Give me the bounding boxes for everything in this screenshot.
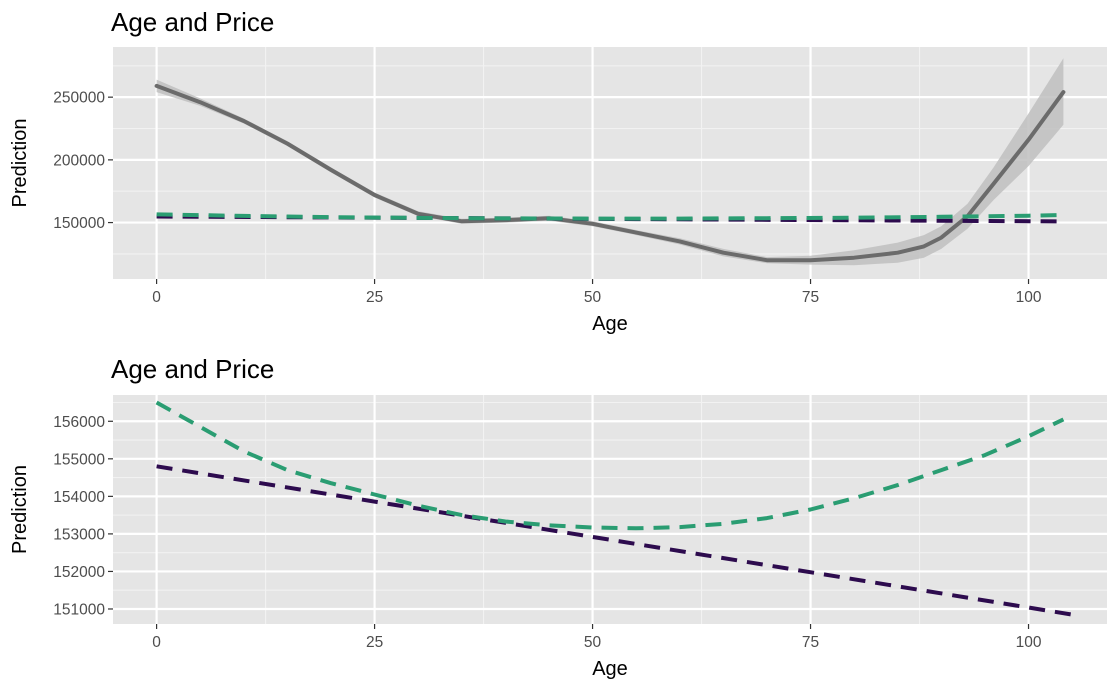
x-tick-label: 75: [802, 634, 819, 651]
y-tick-label: 154000: [53, 489, 105, 506]
y-axis-title-bottom: Prediction: [9, 465, 31, 554]
panel-top: Age and Price 0 25 50 75 100 150000 200000 2500…: [9, 7, 1107, 335]
y-tick-label: 155000: [53, 451, 105, 468]
y-tick-label: 156000: [53, 414, 105, 431]
plot-background-bottom: [113, 395, 1107, 624]
chart-title-bottom: Age and Price: [111, 354, 274, 384]
x-tick-label: 25: [366, 634, 383, 651]
plot-background-top: [113, 47, 1107, 279]
y-tick-label: 200000: [53, 152, 105, 169]
x-tick-label: 0: [152, 634, 161, 651]
grid-bottom: [113, 395, 1107, 624]
chart-title-top: Age and Price: [111, 7, 274, 37]
ticks-top: 0 25 50 75 100 150000 200000 250000: [53, 90, 1042, 306]
x-tick-label: 0: [152, 289, 161, 306]
smooth-line: [154, 83, 1066, 263]
series-line-quadratic: [155, 400, 1065, 531]
y-tick-label: 153000: [53, 526, 105, 543]
y-tick-label: 151000: [53, 601, 105, 618]
series-line-quadratic: [156, 212, 1064, 221]
x-tick-label: 100: [1016, 634, 1042, 651]
y-tick-label: 152000: [53, 564, 105, 581]
ticks-bottom: 0 25 50 75 100 151000 152000 153000 154000 155000…: [53, 414, 1042, 651]
x-axis-title-top: Age: [592, 313, 628, 335]
x-tick-label: 75: [802, 289, 819, 306]
x-axis-title-bottom: Age: [592, 658, 628, 680]
x-tick-label: 50: [584, 634, 602, 651]
x-tick-label: 100: [1016, 289, 1042, 306]
marks-bottom: [155, 400, 1073, 617]
x-tick-label: 50: [584, 289, 602, 306]
marks-top: [154, 58, 1066, 266]
panel-bottom: Age and Price 0 25 50 75 100 151000 152000 1530…: [9, 354, 1107, 680]
y-tick-label: 250000: [53, 90, 105, 107]
x-tick-label: 25: [366, 289, 383, 306]
y-tick-label: 150000: [53, 215, 105, 232]
y-axis-title-top: Prediction: [9, 119, 31, 208]
